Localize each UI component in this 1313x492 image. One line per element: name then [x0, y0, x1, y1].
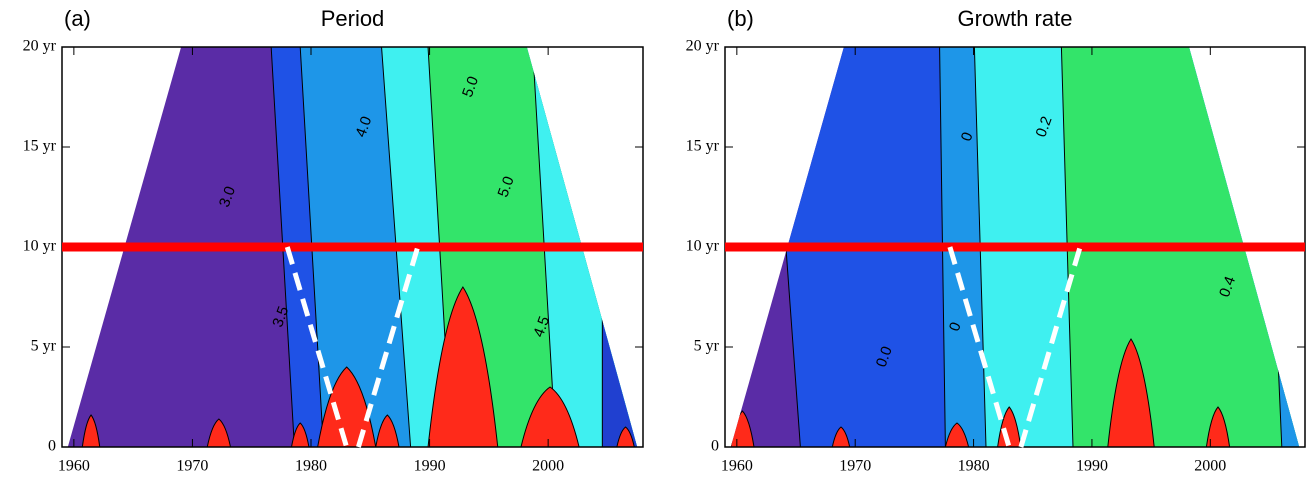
y-tick-label: 10 yr — [23, 238, 57, 255]
contour-fill — [290, 422, 310, 447]
contour-fill — [427, 286, 499, 447]
contour-fill — [375, 414, 400, 447]
contour-fill — [317, 366, 377, 447]
contour-label: 0.0 — [873, 344, 896, 369]
contour-label: 5.0 — [459, 74, 482, 99]
dashed-guide — [1018, 246, 1083, 448]
x-tick-label: 1960 — [58, 458, 90, 475]
contour-label: 5.0 — [495, 174, 518, 199]
y-tick-label: 0 — [711, 438, 719, 455]
panel: 0 5 yr 10 yr 15 yr 20 yr 1960 1970 1980 1990 2000… — [686, 6, 1306, 475]
y-tick-label: 5 yr — [31, 338, 57, 355]
dashed-guide — [356, 246, 421, 448]
contour-label: 0.2 — [1033, 114, 1056, 139]
contour-fill — [944, 422, 970, 447]
dashed-guide — [947, 246, 1012, 448]
contour-label: 3.0 — [216, 184, 239, 209]
panel-label: (a) — [64, 6, 91, 31]
x-tick-label: 1980 — [958, 458, 990, 475]
x-tick-label: 1990 — [414, 458, 446, 475]
contour-fill — [831, 426, 851, 447]
contour-label: 3.5 — [269, 304, 292, 329]
x-tick-label: 1960 — [721, 458, 753, 475]
x-tick-label: 1990 — [1076, 458, 1108, 475]
y-tick-label: 20 yr — [23, 38, 57, 55]
contour-fill — [1205, 406, 1231, 447]
x-tick-label: 2000 — [1194, 458, 1226, 475]
contour-fill — [206, 418, 232, 447]
y-tick-label: 5 yr — [694, 338, 720, 355]
x-tick-label: 1970 — [839, 458, 871, 475]
contour-label: 4.5 — [530, 314, 553, 339]
x-tick-label: 1980 — [295, 458, 327, 475]
dashed-guide — [284, 246, 349, 448]
y-tick-label: 15 yr — [23, 138, 57, 155]
y-tick-label: 20 yr — [686, 38, 720, 55]
y-tick-label: 0 — [48, 438, 56, 455]
contour-label: 4.0 — [352, 114, 375, 139]
x-tick-label: 1970 — [176, 458, 208, 475]
contour-label: 0.4 — [1216, 274, 1239, 299]
contour-fill — [520, 386, 580, 447]
contour-fill — [997, 406, 1022, 447]
contour-fill — [616, 426, 635, 447]
contour-fill — [81, 414, 101, 447]
panel: 0 5 yr 10 yr 15 yr 20 yr 1960 1970 1980 1990 2000… — [23, 6, 644, 475]
chart-title: Period — [321, 6, 385, 31]
y-tick-label: 15 yr — [686, 138, 720, 155]
contour-fill — [1107, 338, 1155, 447]
chart-title: Growth rate — [958, 6, 1073, 31]
x-tick-label: 2000 — [532, 458, 564, 475]
panel-label: (b) — [727, 6, 754, 31]
y-tick-label: 10 yr — [686, 238, 720, 255]
